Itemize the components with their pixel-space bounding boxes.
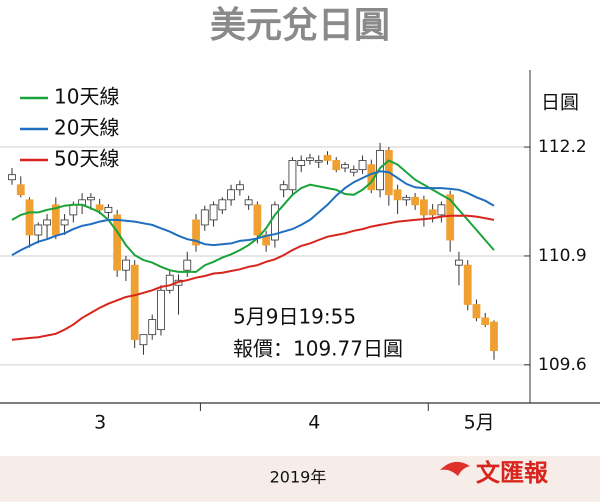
- ma-line: [11, 214, 495, 341]
- candle-body: [227, 189, 235, 201]
- candle-body: [148, 319, 157, 336]
- candle-body: [218, 199, 227, 211]
- candle-body: [332, 160, 341, 171]
- x-group-label: 4: [308, 412, 320, 434]
- candle-body: [428, 209, 437, 216]
- candle-body: [341, 164, 349, 169]
- ma-line: [11, 159, 495, 273]
- candle-body: [69, 204, 78, 216]
- candle-body: [288, 160, 297, 191]
- candle-body: [446, 194, 455, 241]
- candle-body: [279, 184, 288, 191]
- y-tick-label: 112.2: [538, 137, 587, 157]
- x-group-label: 5月: [464, 412, 495, 434]
- candle-body: [60, 219, 69, 226]
- candle-body: [253, 204, 262, 236]
- legend-label: 50天線: [54, 147, 119, 171]
- candle-body: [323, 155, 332, 161]
- candle-body: [113, 214, 122, 271]
- candle-body: [419, 199, 428, 216]
- candle-body: [8, 174, 16, 181]
- y-tick-label: 110.9: [538, 246, 587, 266]
- candle-body: [297, 160, 306, 166]
- candle-body: [490, 321, 498, 351]
- candle-body: [244, 199, 253, 206]
- candle-body: [314, 160, 323, 163]
- candle-body: [209, 204, 218, 221]
- candle-body: [393, 189, 402, 201]
- annotation: 5月9日19:55: [233, 305, 356, 329]
- candle-body: [463, 264, 472, 305]
- candle-body: [306, 157, 314, 161]
- candle-body: [437, 204, 446, 216]
- candle-body: [472, 304, 481, 319]
- logo: 文匯報: [440, 459, 549, 487]
- x-axis-label: 2019年: [270, 468, 327, 487]
- y-unit-label: 日圓: [541, 92, 579, 114]
- annotation: 報價：109.77日圓: [233, 337, 403, 361]
- candle-body: [376, 150, 384, 191]
- candle-body: [200, 209, 209, 226]
- candle-body: [481, 317, 490, 326]
- candle-body: [411, 196, 420, 206]
- footer-band: [0, 456, 600, 502]
- candle-body: [86, 196, 95, 201]
- ma-line: [11, 170, 495, 256]
- candle-body: [34, 224, 43, 236]
- candle-body: [130, 264, 139, 341]
- candle-body: [16, 184, 25, 196]
- candle-body: [183, 259, 192, 271]
- logo-emblem: [440, 461, 470, 476]
- candle-body: [402, 196, 411, 201]
- candle-body: [122, 259, 130, 271]
- candle-body: [349, 169, 358, 173]
- candle-body: [192, 219, 200, 246]
- candle-body: [165, 274, 174, 291]
- candle-body: [95, 204, 104, 211]
- y-tick-label: 109.6: [538, 355, 587, 375]
- logo-text: 文匯報: [476, 459, 549, 487]
- candle-body: [157, 289, 165, 331]
- legend-label: 10天線: [54, 85, 119, 109]
- legend-label: 20天線: [54, 116, 119, 140]
- candle-body: [271, 204, 279, 241]
- candle-body: [455, 259, 463, 266]
- candle-body: [358, 160, 367, 171]
- chart-title: 美元兌日圓: [210, 5, 390, 46]
- candle-body: [139, 334, 148, 346]
- candle-body: [235, 184, 244, 191]
- candle-body: [104, 206, 113, 213]
- x-group-label: 3: [94, 412, 106, 434]
- candle-body: [43, 219, 51, 226]
- candle-body: [25, 199, 34, 236]
